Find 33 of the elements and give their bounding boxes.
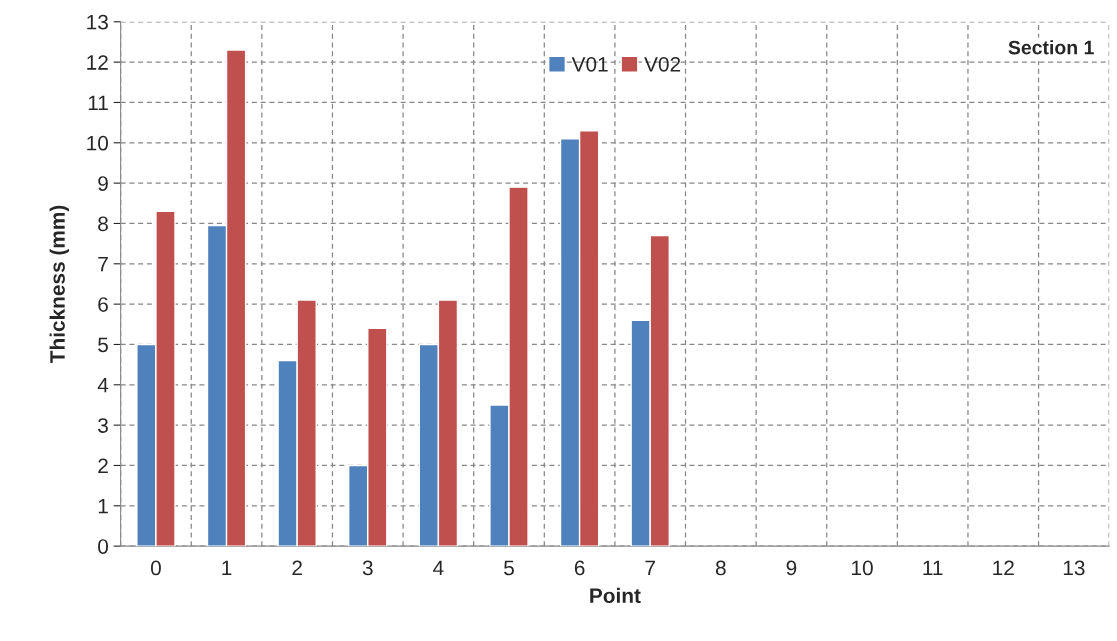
y-tick-label: 9 [98, 176, 108, 191]
x-tick-label: 2 [292, 560, 302, 576]
x-tick-label: 3 [362, 560, 373, 576]
x-tick-label: 4 [433, 560, 444, 576]
y-tick-label: 0 [98, 539, 109, 554]
y-tick-label: 7 [98, 257, 108, 272]
x-tick-label: 11 [923, 560, 943, 576]
y-axis-title: Thickness (mm) [49, 205, 69, 364]
x-axis-title: Point [590, 587, 641, 604]
y-tick-label: 5 [98, 337, 108, 353]
y-tick-label: 11 [88, 95, 108, 111]
x-tick-label: 0 [150, 560, 161, 576]
y-tick-label: 8 [98, 216, 108, 232]
x-tick-label: 13 [1063, 560, 1085, 576]
annotation: Section 1 [1008, 40, 1094, 55]
y-tick-label: 6 [98, 297, 108, 312]
y-tick-label: 2 [98, 458, 108, 474]
y-tick-label: 10 [87, 135, 109, 151]
x-tick-label: 8 [715, 560, 726, 576]
y-tick-label: 3 [98, 418, 108, 433]
legend-label: V01 [571, 56, 608, 72]
x-tick-label: 6 [574, 560, 585, 576]
x-tick-label: 9 [786, 560, 797, 576]
y-tick-label: 4 [97, 378, 109, 393]
legend-label: V02 [644, 56, 681, 72]
x-tick-label: 7 [645, 560, 655, 576]
x-tick-label: 10 [852, 560, 873, 576]
x-tick-label: 12 [993, 560, 1014, 576]
x-tick-label: 1 [222, 560, 232, 576]
y-tick-label: 13 [87, 14, 108, 30]
y-tick-label: 1 [98, 499, 108, 514]
x-tick-label: 5 [504, 560, 514, 576]
y-tick-label: 12 [87, 55, 108, 70]
